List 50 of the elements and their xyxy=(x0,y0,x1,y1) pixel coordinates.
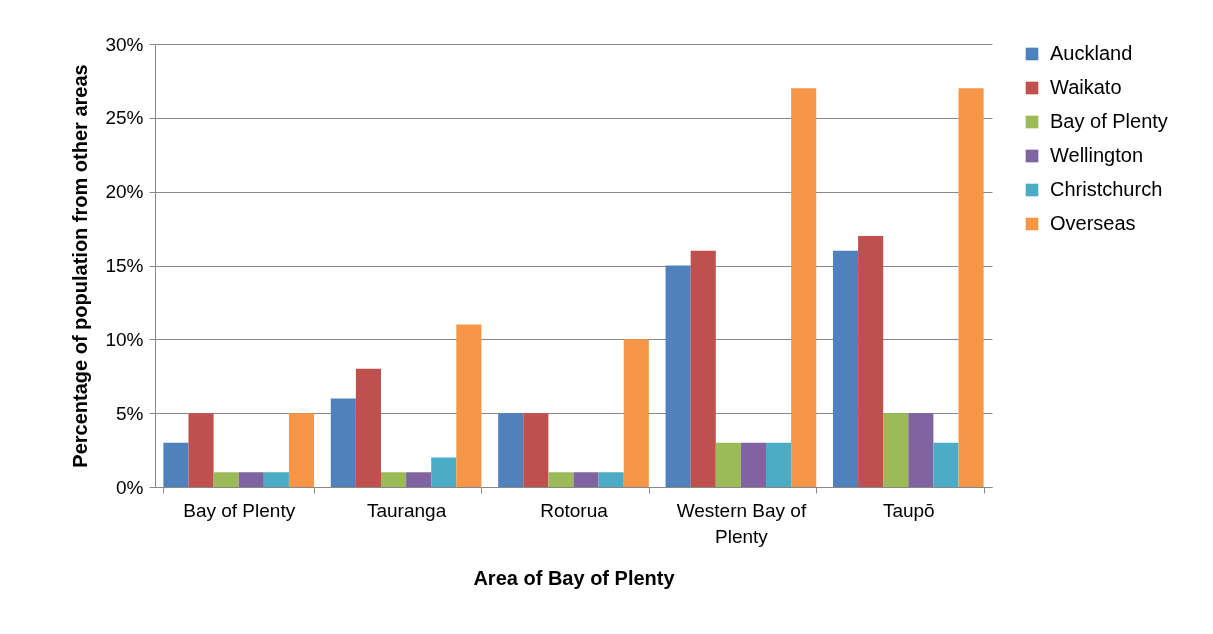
bar xyxy=(406,472,432,487)
bar xyxy=(355,368,381,487)
bar xyxy=(883,413,909,487)
y-tick-label: 10% xyxy=(105,328,144,350)
bar xyxy=(238,472,264,487)
bar xyxy=(623,339,649,487)
x-tick-label: Western Bay of Plenty xyxy=(676,499,807,547)
bar xyxy=(766,442,792,487)
bar xyxy=(523,413,549,487)
bar xyxy=(715,442,741,487)
legend-label: Christchurch xyxy=(1050,178,1163,200)
bar xyxy=(690,250,716,487)
bar xyxy=(598,472,624,487)
bar xyxy=(263,472,289,487)
bar xyxy=(832,250,859,487)
bar xyxy=(908,413,934,487)
bar xyxy=(665,265,691,487)
bar xyxy=(548,472,574,487)
bar xyxy=(330,398,356,487)
bar xyxy=(213,472,239,487)
y-tick-label: 30% xyxy=(105,33,144,55)
legend-label: Auckland xyxy=(1050,42,1133,64)
bar xyxy=(456,324,482,487)
y-tick-label: 0% xyxy=(116,476,144,498)
legend-label: Waikato xyxy=(1050,76,1122,98)
bar xyxy=(380,472,407,487)
y-tick-label: 25% xyxy=(105,107,144,129)
y-tick-label: 5% xyxy=(116,402,144,424)
x-tick-label: Taupō xyxy=(882,499,935,521)
x-tick-label: Bay of Plenty xyxy=(183,499,296,521)
bar xyxy=(288,413,315,487)
bar xyxy=(858,235,884,487)
x-tick-label: Tauranga xyxy=(366,499,447,521)
bar xyxy=(958,88,984,487)
bar xyxy=(933,442,959,487)
bar xyxy=(740,442,767,487)
bar xyxy=(431,457,457,487)
bar xyxy=(498,413,524,487)
bar xyxy=(573,472,599,487)
x-tick-label: Rotorua xyxy=(540,499,609,521)
legend-label: Wellington xyxy=(1050,144,1144,166)
legend-label: Bay of Plenty xyxy=(1050,110,1168,132)
y-axis-title: Percentage of population from other areas xyxy=(69,64,92,468)
bar xyxy=(163,442,189,487)
bar xyxy=(188,413,214,487)
legend-label: Overseas xyxy=(1050,212,1136,234)
x-axis-title: Area of Bay of Plenty xyxy=(473,566,676,589)
y-tick-label: 20% xyxy=(105,181,144,203)
bar xyxy=(791,88,817,487)
y-tick-label: 15% xyxy=(105,255,144,276)
